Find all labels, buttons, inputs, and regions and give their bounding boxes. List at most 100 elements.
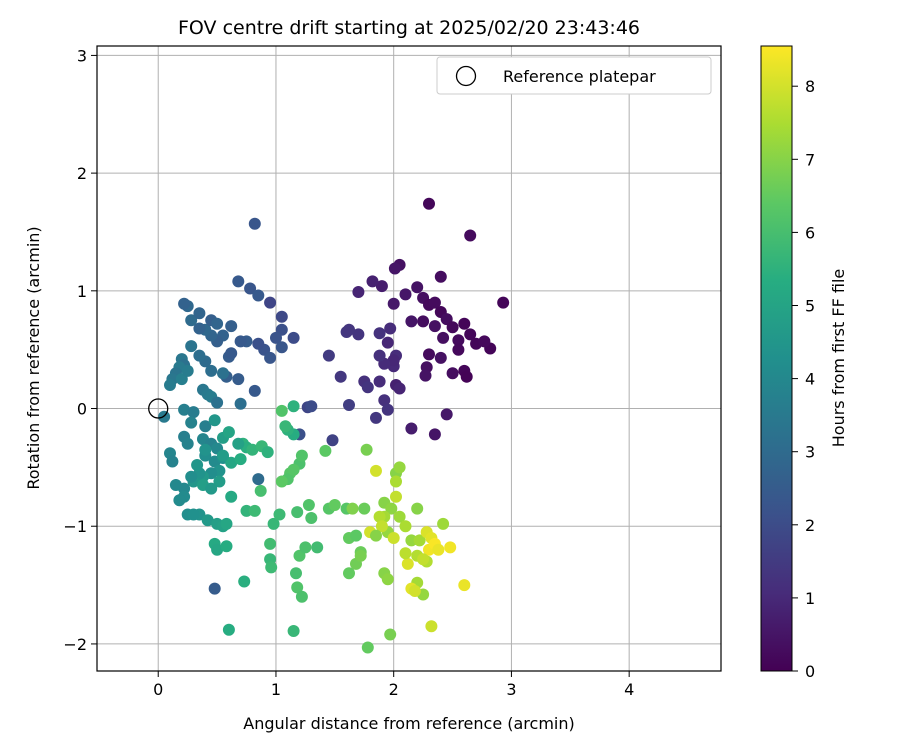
data-point xyxy=(193,349,206,362)
data-point xyxy=(446,367,459,380)
data-point xyxy=(181,437,194,450)
data-point xyxy=(185,314,198,327)
data-point xyxy=(217,449,229,462)
data-point xyxy=(464,328,477,341)
data-point xyxy=(423,197,435,210)
data-point xyxy=(405,315,418,328)
colorbar-tick-label: 3 xyxy=(805,443,815,462)
data-point xyxy=(169,479,182,491)
data-point xyxy=(187,406,200,419)
data-point xyxy=(405,534,418,547)
data-points xyxy=(148,197,510,654)
x-tick-label: 4 xyxy=(624,680,634,699)
data-point xyxy=(261,446,274,459)
data-point xyxy=(185,416,198,429)
data-point xyxy=(211,317,224,330)
data-point xyxy=(185,470,198,483)
data-point xyxy=(267,517,280,530)
data-point xyxy=(458,579,471,592)
data-point xyxy=(208,414,221,427)
data-point xyxy=(232,275,245,288)
data-point xyxy=(419,369,432,382)
data-point xyxy=(217,367,229,380)
data-point xyxy=(343,567,355,580)
colorbar-ticks: 0 1 2 3 4 5 6 7 8 xyxy=(792,77,815,681)
data-point xyxy=(373,327,386,340)
data-point xyxy=(295,449,308,462)
data-point xyxy=(440,408,453,421)
data-point xyxy=(393,461,406,474)
chart-title: FOV centre drift starting at 2025/02/20 … xyxy=(178,17,640,39)
data-point xyxy=(291,581,304,594)
data-point xyxy=(319,444,332,457)
data-point xyxy=(270,331,282,344)
data-point xyxy=(322,349,335,362)
data-point xyxy=(211,543,224,556)
data-point xyxy=(428,296,441,309)
data-point xyxy=(432,543,445,556)
data-point xyxy=(350,529,362,542)
data-point xyxy=(178,297,191,310)
data-point xyxy=(234,335,247,348)
data-point xyxy=(390,475,402,488)
data-point xyxy=(434,351,447,364)
data-point xyxy=(417,315,430,328)
colorbar-tick-label: 5 xyxy=(805,297,815,316)
data-point xyxy=(222,623,235,636)
data-point xyxy=(387,297,400,310)
y-tick-label: 0 xyxy=(77,400,87,419)
colorbar-tick-label: 1 xyxy=(805,589,815,608)
data-point xyxy=(408,585,421,597)
x-tick-label: 1 xyxy=(271,680,281,699)
data-point xyxy=(166,455,179,468)
data-point xyxy=(275,310,288,323)
data-point xyxy=(220,540,233,553)
data-point xyxy=(388,262,401,275)
data-point xyxy=(373,375,386,388)
data-point xyxy=(213,475,226,488)
data-point xyxy=(417,553,430,566)
data-point xyxy=(295,590,308,603)
data-point xyxy=(361,641,374,654)
data-point xyxy=(273,508,286,521)
y-tick-label: 3 xyxy=(77,46,87,65)
data-point xyxy=(343,323,355,336)
data-point xyxy=(381,336,394,349)
data-point xyxy=(373,510,386,523)
data-point xyxy=(452,343,465,356)
x-tick-label: 3 xyxy=(506,680,516,699)
y-tick-label: 1 xyxy=(77,282,87,301)
data-point xyxy=(328,499,341,511)
data-point xyxy=(193,322,206,335)
data-point xyxy=(358,502,371,515)
data-point xyxy=(225,320,238,333)
data-point xyxy=(225,490,238,503)
colorbar-tick-label: 2 xyxy=(805,516,815,535)
data-point xyxy=(275,404,288,417)
data-point xyxy=(252,289,265,302)
data-point xyxy=(254,484,267,497)
data-point xyxy=(434,270,447,283)
data-point xyxy=(370,411,382,424)
colorbar-tick-label: 6 xyxy=(805,223,815,242)
data-point xyxy=(411,281,424,294)
data-point xyxy=(246,443,259,456)
data-point xyxy=(302,499,315,511)
y-tick-label: −1 xyxy=(63,517,87,536)
data-point xyxy=(290,567,302,580)
data-point xyxy=(208,582,221,595)
data-point xyxy=(334,370,347,383)
data-point xyxy=(311,541,324,554)
data-point xyxy=(464,229,477,242)
data-point xyxy=(305,400,318,413)
x-axis-title: Angular distance from reference (arcmin) xyxy=(243,714,574,733)
data-point xyxy=(326,434,339,447)
x-tick-label: 2 xyxy=(389,680,399,699)
data-point xyxy=(287,625,300,637)
data-point xyxy=(399,288,412,301)
data-point xyxy=(370,529,382,542)
data-point xyxy=(346,502,359,515)
data-point xyxy=(232,437,245,450)
data-point xyxy=(366,275,379,288)
y-axis-title: Rotation from reference (arcmin) xyxy=(24,226,43,489)
